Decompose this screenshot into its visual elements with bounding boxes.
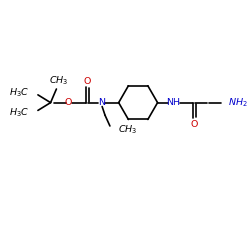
Text: NH: NH [166, 98, 180, 107]
Text: $CH_3$: $CH_3$ [49, 75, 68, 88]
Text: $H_3C$: $H_3C$ [9, 87, 29, 99]
Text: O: O [84, 77, 91, 86]
Text: O: O [64, 98, 72, 107]
Text: $NH_2$: $NH_2$ [228, 96, 248, 109]
Text: $H_3C$: $H_3C$ [9, 106, 29, 118]
Text: $CH_3$: $CH_3$ [118, 124, 137, 136]
Text: N: N [98, 98, 105, 107]
Text: O: O [191, 120, 198, 128]
